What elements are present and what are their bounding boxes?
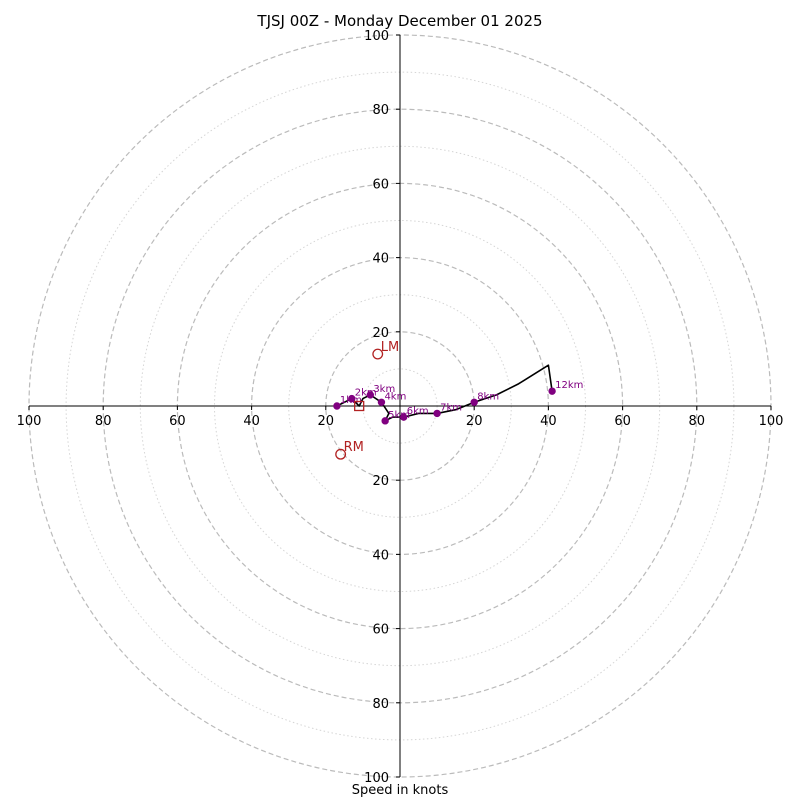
height-label-2km: 2km [355,388,377,399]
y-tick-label: 40 [372,548,389,563]
storm-motion-rm [335,448,347,460]
y-tick-label: 20 [372,326,389,341]
x-tick-label: 100 [759,414,784,429]
x-tick-label: 80 [689,414,706,429]
height-label-8km: 8km [477,391,499,402]
height-marker-7km [433,409,441,418]
mean-wind-marker [354,400,365,412]
x-tick-label: 80 [95,414,112,429]
storm-motion-label-lm: LM [381,340,399,355]
height-label-6km: 6km [407,406,429,417]
x-tick-label: 60 [614,414,631,429]
x-tick-label: 60 [169,414,186,429]
y-tick-label: 40 [372,252,389,267]
y-tick-label: 20 [372,474,389,489]
height-marker-3km [366,391,375,399]
x-tick-label: 20 [318,414,335,429]
tick-labels: 100 80 60 40 20 20 40 60 80 100 100 80 60 40 20 20 40 60 8… [17,29,784,786]
height-label-3km: 3km [373,384,395,395]
height-markers: 1km2km3km4km5km6km7km8km12km [333,380,583,425]
y-tick-label: 80 [372,697,389,712]
x-tick-label: 40 [243,414,260,429]
y-tick-label: 100 [364,29,389,44]
height-label-5km: 5km [388,410,410,421]
height-marker-2km [348,394,356,403]
y-tick-label: 60 [372,623,389,638]
y-tick-label: 60 [372,177,389,192]
axes [29,35,771,777]
wind-trace [336,364,553,422]
height-label-7km: 7km [440,402,462,413]
x-axis-label: Speed in knots [351,783,449,798]
height-marker-4km [377,398,386,406]
height-marker-6km [400,413,408,421]
y-tick-label: 80 [372,103,389,118]
height-marker-1km [333,402,341,410]
height-marker-12km [548,387,556,395]
x-tick-label: 20 [466,414,483,429]
height-label-12km: 12km [555,380,583,391]
height-marker-5km [381,417,389,425]
storm-motion-markers: LM RM [335,340,399,460]
hodograph-trace-line [336,364,553,422]
y-tick-label: 100 [364,771,389,786]
x-tick-label: 40 [540,414,557,429]
height-marker-8km [470,398,478,406]
storm-motion-label-rm: RM [344,440,364,455]
x-tick-label: 100 [17,414,42,429]
height-label-4km: 4km [384,391,406,402]
storm-motion-lm [372,348,384,360]
chart-title: TJSJ 00Z - Monday December 01 2025 [257,12,543,30]
